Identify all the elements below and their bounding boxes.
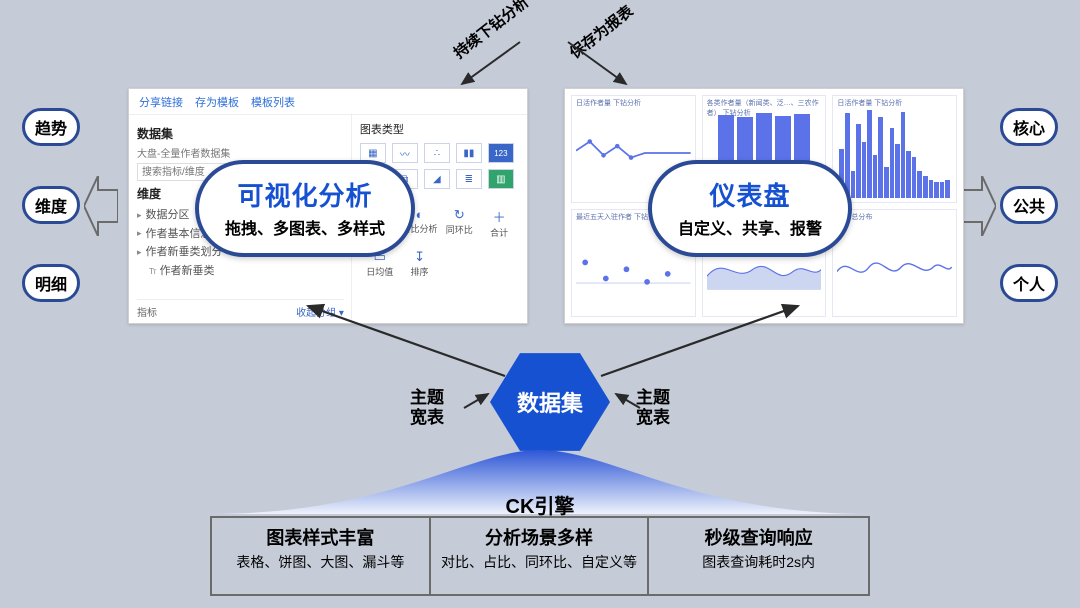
bubble-subtitle: 拖拽、多图表、多样式 — [225, 215, 385, 239]
chart-type-scatter-icon[interactable]: ∴ — [424, 143, 450, 163]
bubble-title: 仪表盘 — [678, 176, 822, 213]
dash-card: 日活作者量 下钻分析 — [832, 95, 957, 203]
cap-heading: 分析场景多样 — [437, 524, 642, 550]
card-title: 日活作者量 下钻分析 — [576, 98, 641, 108]
mini-wave-chart — [837, 222, 952, 312]
cap-col-scenarios: 分析场景多样 对比、占比、同环比、自定义等 — [431, 518, 650, 594]
hex-label: 数据集 — [517, 386, 583, 418]
chart-type-bar-icon[interactable]: ▮▮ — [456, 143, 482, 163]
top-arrow-right-icon — [564, 40, 634, 88]
block-arrow-left-icon — [84, 176, 118, 236]
right-pill-person: 个人 — [1000, 264, 1058, 302]
cap-sub: 图表查询耗时2s内 — [655, 552, 862, 572]
link-share[interactable]: 分享链接 — [139, 94, 183, 110]
left-pill-dim: 维度 — [22, 186, 80, 224]
bubble-visualization: 可视化分析 拖拽、多图表、多样式 — [195, 160, 415, 257]
chart-type-line-icon[interactable]: 〰 — [392, 143, 418, 163]
cap-sub: 对比、占比、同环比、自定义等 — [437, 552, 642, 572]
dataset-label: 数据集 — [137, 125, 343, 142]
metric-label: 指标 — [137, 304, 157, 319]
capability-box: 图表样式丰富 表格、饼图、大图、漏斗等 分析场景多样 对比、占比、同环比、自定义… — [210, 516, 870, 596]
left-pill-detail: 明细 — [22, 264, 80, 302]
dash-card: 作者总分布 — [832, 209, 957, 317]
viz-header: 分享链接 存为模板 模板列表 — [129, 89, 527, 115]
arrow-into-hex-left-icon — [462, 388, 492, 414]
op-sort[interactable]: ↧排序 — [400, 249, 440, 278]
op-yoy[interactable]: ↻同环比 — [439, 207, 479, 239]
chart-type-heat-icon[interactable]: ▥ — [488, 169, 514, 189]
bubble-title: 可视化分析 — [225, 176, 385, 213]
card-title: 日活作者量 下钻分析 — [837, 98, 902, 108]
bubble-dashboard: 仪表盘 自定义、共享、报警 — [648, 160, 852, 257]
cap-sub: 表格、饼图、大图、漏斗等 — [218, 552, 423, 572]
ck-engine-label: CK引擎 — [0, 490, 1080, 519]
arrow-into-hex-right-icon — [612, 388, 642, 414]
op-sum[interactable]: ＋合计 — [479, 207, 519, 239]
theme-table-label-left: 主题宽表 — [410, 388, 444, 427]
arrow-to-dash-icon — [596, 300, 806, 380]
top-arrow-left-icon — [454, 40, 524, 88]
dataset-value: 大盘-全量作者数据集 — [137, 145, 343, 160]
chart-type-label: 图表类型 — [360, 121, 519, 137]
bubble-subtitle: 自定义、共享、报警 — [678, 215, 822, 239]
cap-col-speed: 秒级查询响应 图表查询耗时2s内 — [649, 518, 868, 594]
cap-heading: 秒级查询响应 — [655, 524, 862, 550]
link-save-tpl[interactable]: 存为模板 — [195, 94, 239, 110]
chart-type-number-icon[interactable]: 123 — [488, 143, 514, 163]
cap-heading: 图表样式丰富 — [218, 524, 423, 550]
left-pill-trend: 趋势 — [22, 108, 80, 146]
mini-histogram — [837, 108, 952, 198]
arrow-to-viz-icon — [300, 300, 510, 380]
cap-col-styles: 图表样式丰富 表格、饼图、大图、漏斗等 — [212, 518, 431, 594]
right-pill-core: 核心 — [1000, 108, 1058, 146]
right-pill-public: 公共 — [1000, 186, 1058, 224]
tree-leaf[interactable]: 作者新垂类 — [137, 262, 343, 281]
block-arrow-right-icon — [962, 176, 996, 236]
chart-type-stacked-icon[interactable]: ≣ — [456, 169, 482, 189]
link-tpl-list[interactable]: 模板列表 — [251, 94, 295, 110]
chart-type-area-icon[interactable]: ◢ — [424, 169, 450, 189]
